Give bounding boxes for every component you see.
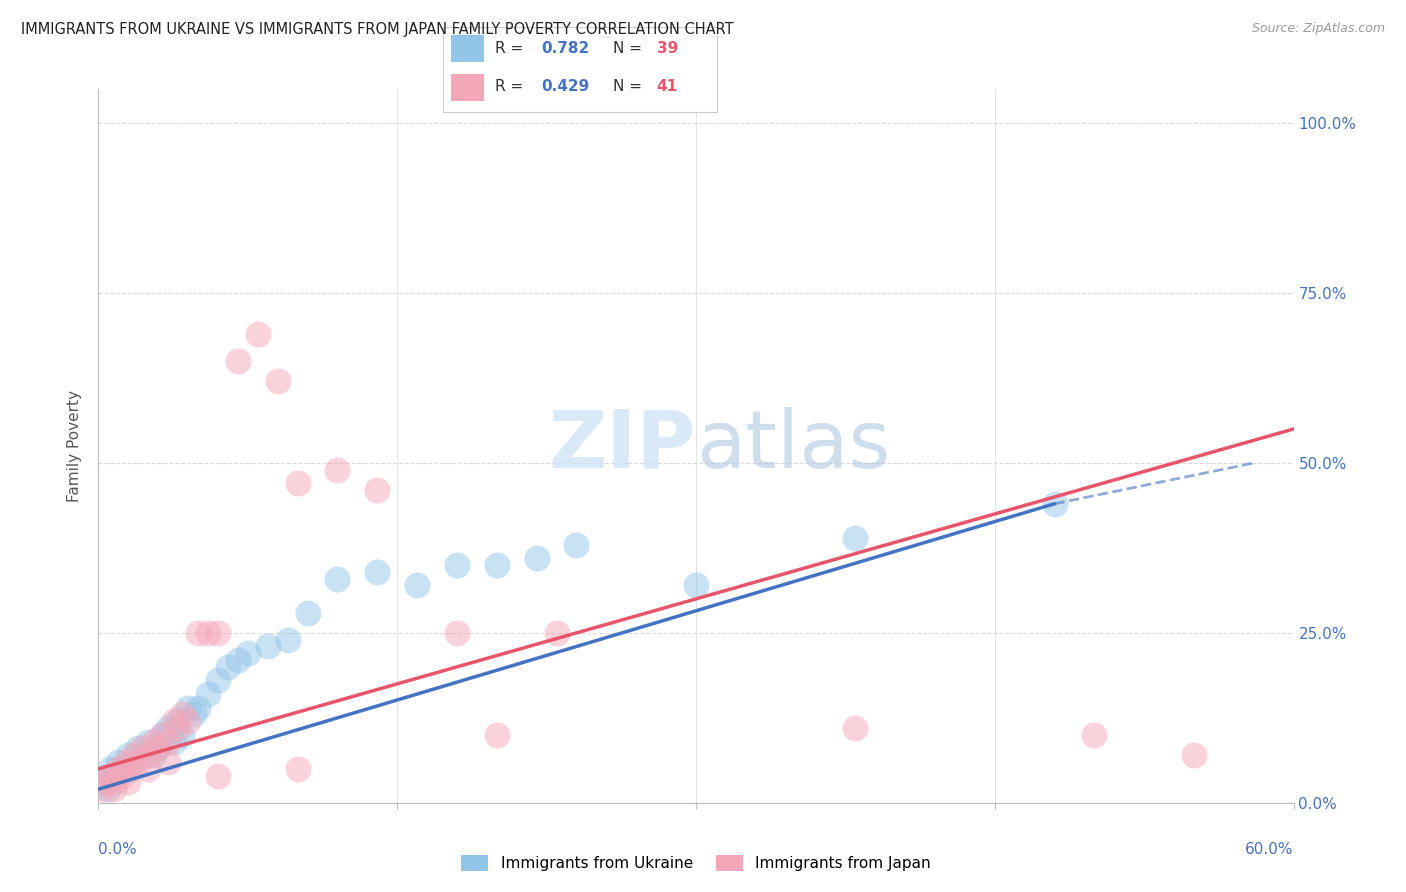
Point xyxy=(267,375,290,389)
Text: atlas: atlas xyxy=(696,407,890,485)
Point xyxy=(91,782,114,797)
Point xyxy=(167,721,190,735)
Point xyxy=(111,769,134,783)
Point xyxy=(143,734,166,748)
Point xyxy=(217,660,239,674)
Point xyxy=(97,782,120,797)
Point xyxy=(326,463,349,477)
Point xyxy=(120,762,142,776)
Point xyxy=(157,721,180,735)
Point xyxy=(143,748,166,763)
Point xyxy=(163,734,186,748)
Point xyxy=(136,762,159,776)
Text: 39: 39 xyxy=(657,41,678,56)
Point xyxy=(183,707,205,722)
Point xyxy=(197,626,219,640)
Point xyxy=(148,741,170,756)
Point xyxy=(127,755,149,769)
Point xyxy=(246,326,269,341)
Text: Source: ZipAtlas.com: Source: ZipAtlas.com xyxy=(1251,22,1385,36)
Point xyxy=(136,734,159,748)
Point xyxy=(117,748,139,763)
Point xyxy=(366,483,388,498)
Point xyxy=(163,714,186,729)
Point xyxy=(177,700,200,714)
Point xyxy=(187,700,209,714)
Point xyxy=(93,775,115,789)
Point xyxy=(100,762,122,776)
FancyBboxPatch shape xyxy=(451,74,484,102)
Point xyxy=(103,775,125,789)
Point xyxy=(366,565,388,579)
Point xyxy=(406,578,429,592)
Point xyxy=(277,632,299,647)
Point xyxy=(103,782,125,797)
Text: 41: 41 xyxy=(657,78,678,94)
Text: 0.0%: 0.0% xyxy=(98,842,138,857)
Text: R =: R = xyxy=(495,78,529,94)
Point xyxy=(287,762,309,776)
Point xyxy=(207,626,229,640)
Point xyxy=(107,755,129,769)
Point xyxy=(565,537,588,551)
Point xyxy=(207,769,229,783)
Text: N =: N = xyxy=(613,78,647,94)
Point xyxy=(127,741,149,756)
Point xyxy=(131,741,153,756)
Point xyxy=(157,755,180,769)
Point xyxy=(124,748,146,763)
Point xyxy=(844,721,866,735)
Point xyxy=(1083,728,1105,742)
Point xyxy=(117,775,139,789)
Text: N =: N = xyxy=(613,41,647,56)
Point xyxy=(844,531,866,545)
Point xyxy=(167,714,190,729)
Point xyxy=(111,762,134,776)
Point xyxy=(1182,748,1205,763)
Point xyxy=(136,748,159,763)
Point xyxy=(197,687,219,701)
Point xyxy=(685,578,707,592)
Point xyxy=(485,728,508,742)
Point xyxy=(187,626,209,640)
Legend: Immigrants from Ukraine, Immigrants from Japan: Immigrants from Ukraine, Immigrants from… xyxy=(454,849,938,877)
Point xyxy=(177,714,200,729)
Text: IMMIGRANTS FROM UKRAINE VS IMMIGRANTS FROM JAPAN FAMILY POVERTY CORRELATION CHAR: IMMIGRANTS FROM UKRAINE VS IMMIGRANTS FR… xyxy=(21,22,734,37)
Point xyxy=(150,728,173,742)
Point xyxy=(546,626,568,640)
Text: 0.429: 0.429 xyxy=(541,78,591,94)
Point xyxy=(107,762,129,776)
Point xyxy=(207,673,229,688)
Point xyxy=(148,741,170,756)
Point xyxy=(124,755,146,769)
Point xyxy=(485,558,508,572)
Point xyxy=(172,728,194,742)
Point xyxy=(131,748,153,763)
Point xyxy=(157,734,180,748)
Point xyxy=(526,551,548,566)
Y-axis label: Family Poverty: Family Poverty xyxy=(67,390,83,502)
Point xyxy=(446,558,468,572)
Point xyxy=(172,707,194,722)
Point xyxy=(150,728,173,742)
Text: 0.782: 0.782 xyxy=(541,41,591,56)
Point xyxy=(103,769,125,783)
Point xyxy=(100,769,122,783)
FancyBboxPatch shape xyxy=(451,36,484,62)
Point xyxy=(1043,497,1066,511)
Point xyxy=(226,354,249,368)
Point xyxy=(226,653,249,667)
Point xyxy=(96,775,118,789)
Point xyxy=(256,640,278,654)
Point xyxy=(326,572,349,586)
Text: R =: R = xyxy=(495,41,529,56)
Point xyxy=(236,646,259,660)
Point xyxy=(297,606,319,620)
Text: 60.0%: 60.0% xyxy=(1246,842,1294,857)
Point xyxy=(115,755,138,769)
Text: ZIP: ZIP xyxy=(548,407,696,485)
Point xyxy=(287,476,309,491)
Point xyxy=(446,626,468,640)
